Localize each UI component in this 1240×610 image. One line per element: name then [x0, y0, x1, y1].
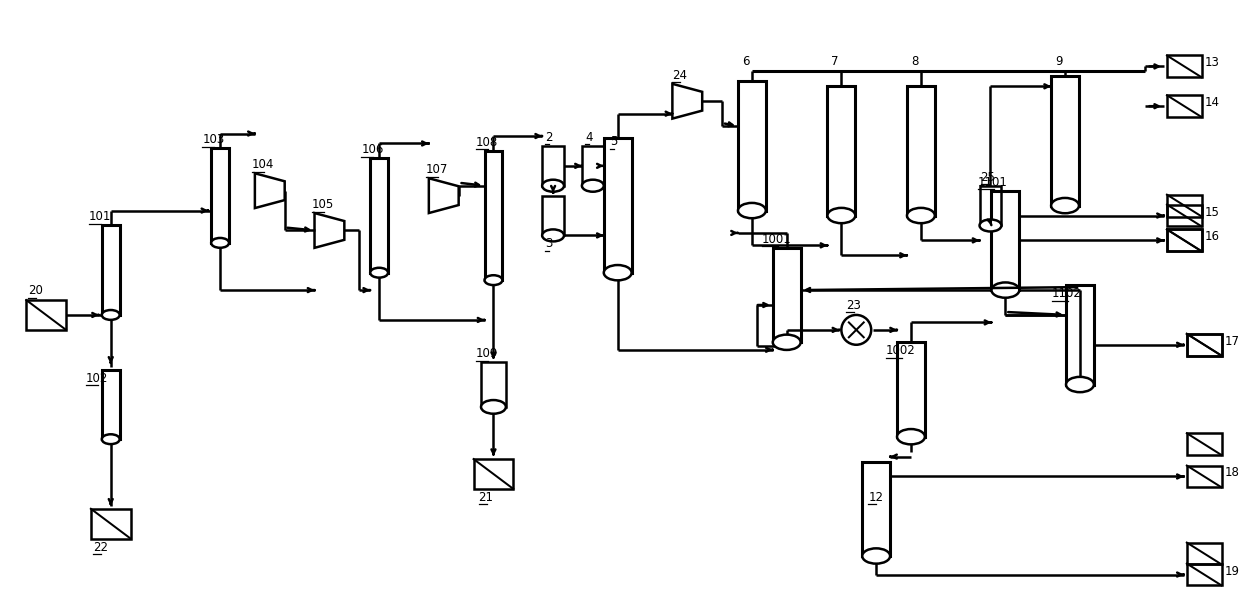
Bar [485, 151, 502, 280]
Bar [91, 509, 130, 539]
Ellipse shape [102, 434, 120, 444]
Text: 106: 106 [361, 143, 383, 156]
Bar [1187, 334, 1221, 356]
Text: 3: 3 [546, 237, 553, 250]
Ellipse shape [897, 429, 925, 444]
Ellipse shape [542, 229, 564, 242]
Text: 1102: 1102 [1052, 287, 1083, 300]
Text: 19: 19 [1225, 564, 1240, 578]
Ellipse shape [211, 238, 229, 248]
Text: 107: 107 [425, 163, 448, 176]
Text: 4: 4 [585, 131, 593, 144]
Bar [211, 148, 229, 243]
Text: 23: 23 [847, 299, 862, 312]
Text: 104: 104 [252, 159, 274, 171]
Text: 1001: 1001 [761, 233, 791, 246]
Text: 7: 7 [832, 56, 839, 68]
Text: 24: 24 [672, 69, 687, 82]
Ellipse shape [1066, 377, 1094, 392]
Bar [1187, 433, 1221, 455]
Text: 105: 105 [311, 198, 334, 211]
Bar [1187, 334, 1221, 356]
Bar [371, 159, 388, 273]
Bar [1187, 542, 1221, 564]
Bar [1167, 56, 1202, 77]
Text: 12: 12 [868, 491, 883, 504]
Ellipse shape [102, 310, 120, 320]
Ellipse shape [827, 208, 856, 223]
Text: 20: 20 [29, 284, 43, 297]
Text: 2: 2 [546, 131, 553, 144]
Text: 108: 108 [476, 136, 497, 149]
Bar [1187, 564, 1221, 586]
Text: 21: 21 [479, 491, 494, 504]
Text: 1101: 1101 [977, 176, 1007, 188]
Text: 16: 16 [1205, 231, 1220, 243]
Ellipse shape [980, 220, 1002, 231]
Bar [604, 138, 631, 273]
Ellipse shape [542, 180, 564, 192]
Bar [862, 462, 890, 556]
Text: 102: 102 [86, 371, 108, 384]
Text: 17: 17 [1225, 335, 1240, 348]
Bar [1052, 76, 1079, 206]
Bar [980, 185, 1002, 226]
Ellipse shape [481, 400, 506, 414]
Bar [897, 342, 925, 437]
Text: 15: 15 [1205, 206, 1220, 218]
Text: 22: 22 [93, 540, 108, 553]
Bar [474, 459, 513, 489]
Bar [906, 86, 935, 215]
Ellipse shape [773, 335, 801, 350]
Text: 5: 5 [610, 135, 618, 148]
Bar [827, 86, 856, 215]
Bar [542, 146, 564, 185]
Text: 13: 13 [1205, 56, 1220, 70]
Ellipse shape [485, 275, 502, 285]
Bar [1167, 204, 1202, 226]
Ellipse shape [862, 548, 890, 564]
Bar [481, 362, 506, 407]
Ellipse shape [1052, 198, 1079, 214]
Text: 18: 18 [1225, 467, 1240, 479]
Bar [26, 300, 66, 330]
Text: 9: 9 [1055, 56, 1063, 68]
Bar [1167, 95, 1202, 117]
Bar [738, 81, 766, 210]
Ellipse shape [906, 208, 935, 223]
Ellipse shape [738, 203, 766, 218]
Bar [773, 248, 801, 342]
Ellipse shape [371, 268, 388, 278]
Ellipse shape [604, 265, 631, 281]
Bar [1187, 465, 1221, 487]
Bar [582, 146, 604, 185]
Bar [102, 370, 120, 439]
Bar [992, 191, 1019, 290]
Text: 1002: 1002 [887, 344, 916, 357]
Text: 101: 101 [89, 210, 112, 223]
Text: 25: 25 [981, 171, 996, 184]
Bar [542, 196, 564, 235]
Text: 103: 103 [202, 134, 224, 146]
Bar [1167, 229, 1202, 251]
Bar [1167, 229, 1202, 251]
Ellipse shape [582, 180, 604, 192]
Text: 14: 14 [1205, 96, 1220, 109]
Bar [102, 226, 120, 315]
Ellipse shape [992, 282, 1019, 298]
Text: 6: 6 [742, 56, 749, 68]
Text: 109: 109 [476, 347, 498, 360]
Bar [1066, 285, 1094, 384]
Bar [1167, 195, 1202, 217]
Text: 8: 8 [911, 56, 919, 68]
